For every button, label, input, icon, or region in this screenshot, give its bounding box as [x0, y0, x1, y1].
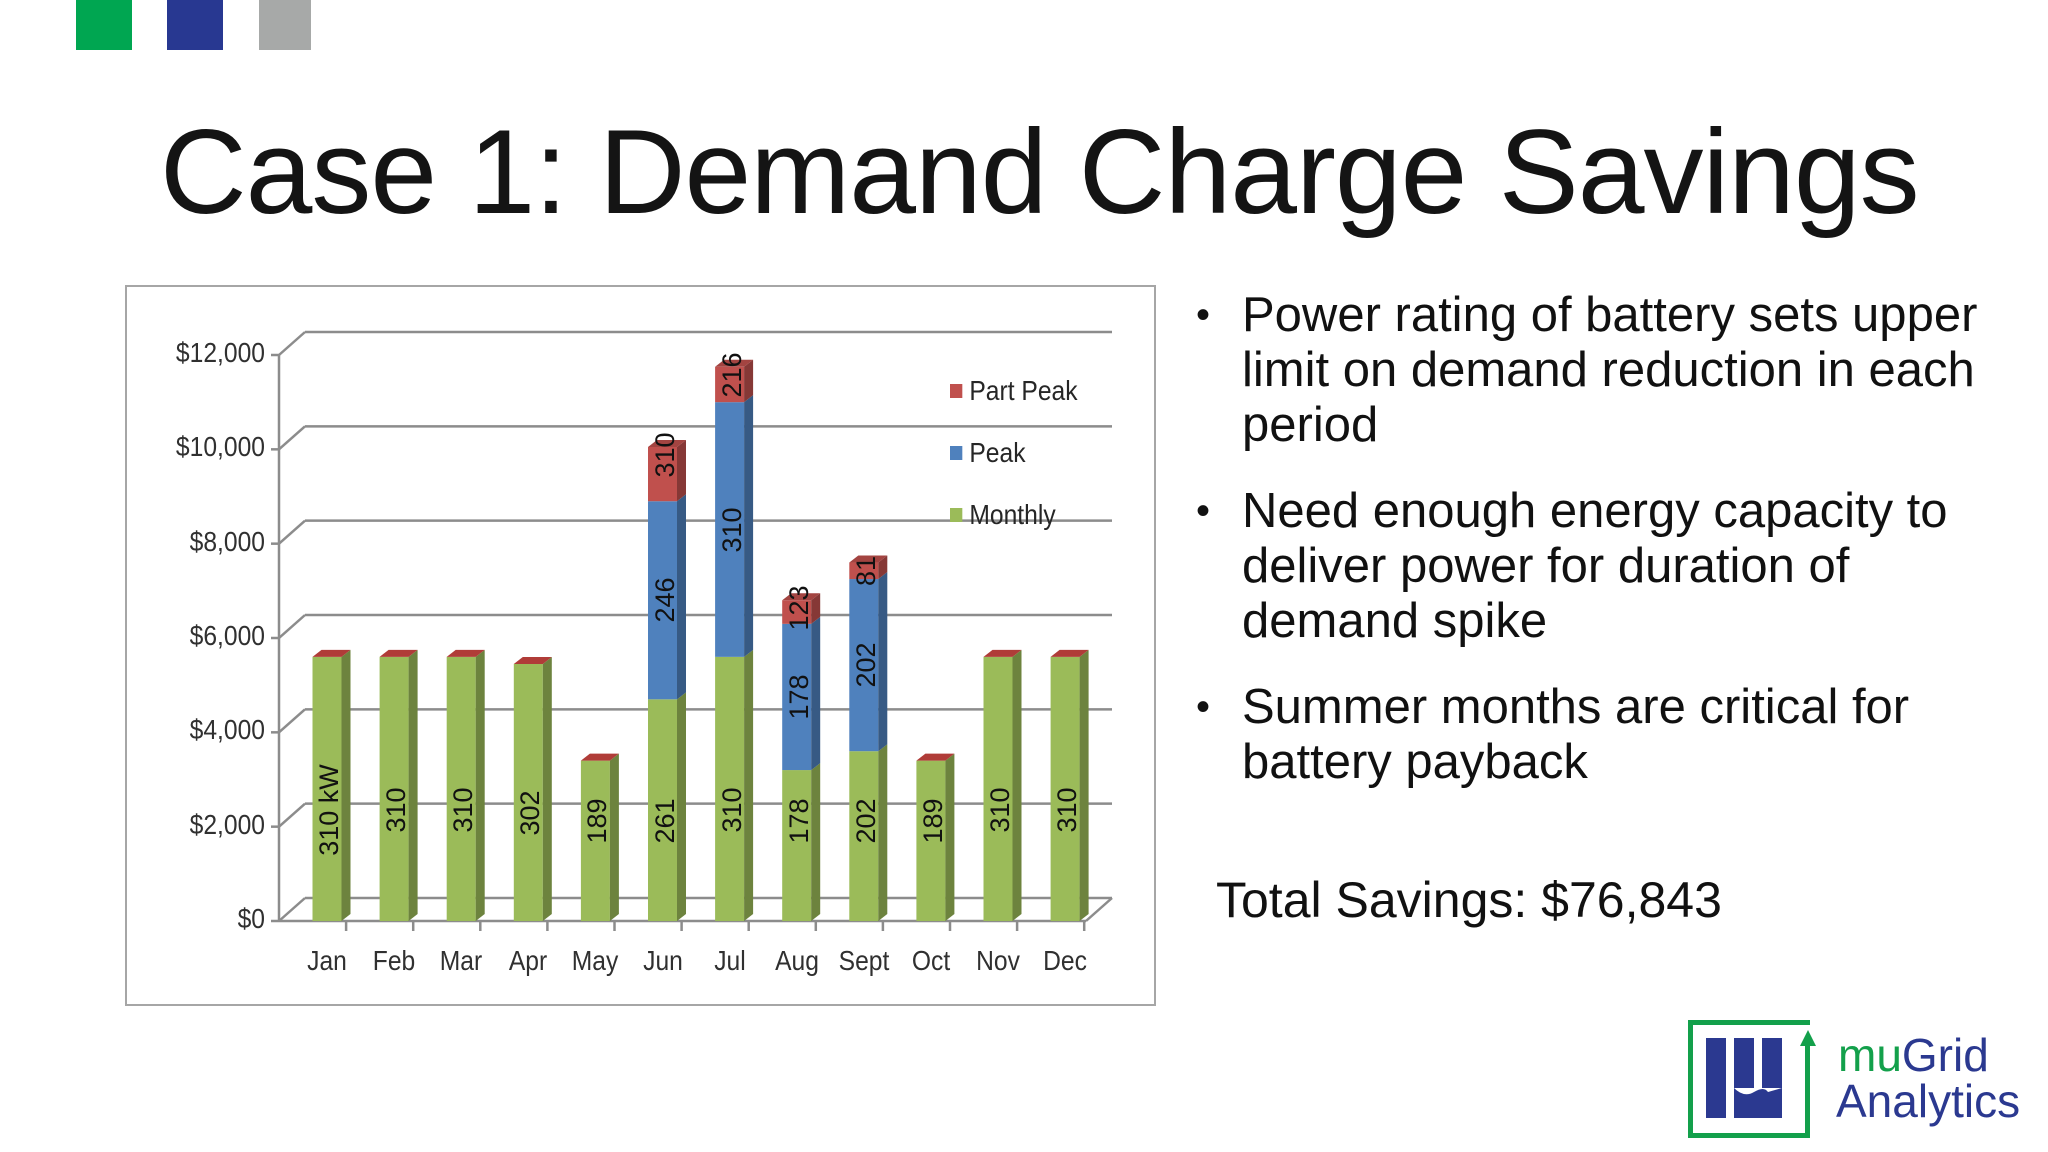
bar-value-label: 261: [649, 798, 680, 844]
legend-swatch: [950, 446, 963, 460]
x-tick-label: Oct: [911, 945, 951, 976]
mugrid-logo: muGrid Analytics: [1688, 1020, 2048, 1144]
logo-mu-icon: [1706, 1038, 1782, 1118]
bullet-dot-icon: •: [1196, 293, 1211, 337]
x-tick-label: Feb: [372, 945, 416, 976]
decor-square-gray: [259, 0, 311, 50]
bar-value-label: 216: [716, 352, 747, 398]
legend-item: Peak: [950, 437, 1026, 469]
legend-item: Part Peak: [950, 375, 1078, 407]
legend-swatch: [950, 384, 963, 398]
bullet-dot-icon: •: [1196, 685, 1211, 729]
logo-text-mugrid: muGrid: [1838, 1030, 1989, 1080]
chart-frame: $0 $2,000 $4,000 $6,000 $8,000 $10,000 $12,000…: [125, 285, 1156, 1006]
legend-label: Peak: [969, 437, 1026, 468]
bar-value-label: 310: [716, 787, 747, 833]
bar-value-label: 81: [850, 555, 881, 586]
bar-value-label: 123: [783, 585, 814, 631]
y-tick-label: $2,000: [189, 808, 265, 840]
bar-value-label: 178: [783, 798, 814, 844]
bar-value-label: 310: [649, 432, 680, 478]
x-tick-label: Jul: [713, 945, 746, 976]
bullet-dot-icon: •: [1196, 489, 1211, 533]
logo-text-mu: mu: [1838, 1029, 1902, 1081]
bullet-item: • Summer months are critical for battery …: [1196, 680, 2016, 790]
logo-frame: [1688, 1020, 1810, 1138]
decor-square-blue: [167, 0, 223, 50]
y-tick-label: $10,000: [175, 431, 265, 463]
logo-text-grid: Grid: [1901, 1029, 1989, 1081]
x-tick-label: Mar: [439, 945, 483, 976]
decor-square-green: [76, 0, 132, 50]
bullet-list: • Power rating of battery sets upper limi…: [1196, 288, 2016, 821]
logo-frame-right: [1805, 1046, 1810, 1138]
bar-value-label: 310: [716, 506, 747, 553]
logo-text-analytics: Analytics: [1836, 1075, 2021, 1127]
legend-item: Monthly: [950, 499, 1056, 531]
y-tick-label: $8,000: [189, 525, 265, 557]
x-tick-label: Dec: [1043, 945, 1087, 976]
bar-value-label: 310 kW: [314, 764, 344, 856]
x-tick-label: May: [572, 945, 619, 976]
y-tick-label: $4,000: [189, 714, 265, 746]
bar-value-label: 310: [448, 787, 479, 833]
legend-label: Monthly: [969, 499, 1056, 530]
legend-swatch: [950, 508, 963, 522]
bullet-item: • Need enough energy capacity to deliver …: [1196, 484, 2016, 649]
total-savings: Total Savings: $76,843: [1216, 872, 1722, 928]
y-tick-label: $12,000: [175, 337, 265, 368]
bar-value-label: 189: [582, 798, 613, 844]
bar-value-label: 246: [649, 577, 680, 623]
logo-arrow-icon: [1800, 1030, 1816, 1046]
x-tick-label: Jan: [307, 945, 347, 976]
y-tick-label: $6,000: [189, 620, 265, 651]
y-tick-label: $0: [237, 903, 265, 934]
bar-value-label: 310: [381, 787, 412, 833]
stacked-bar-chart: [271, 330, 1113, 931]
legend-label: Part Peak: [969, 375, 1078, 406]
bullet-text: Summer months are critical for battery p…: [1242, 680, 1910, 789]
x-tick-label: Jun: [642, 945, 683, 976]
bullet-text: Need enough energy capacity to deliver p…: [1242, 484, 1948, 648]
bar-value-label: 310: [1052, 787, 1083, 833]
x-tick-label: Aug: [774, 945, 819, 976]
slide-title: Case 1: Demand Charge Savings: [160, 105, 1920, 239]
bullet-item: • Power rating of battery sets upper limi…: [1196, 288, 2016, 453]
x-tick-label: Sept: [838, 945, 890, 976]
bar-value-label: 302: [515, 790, 546, 836]
x-tick-label: Apr: [509, 945, 548, 976]
bullet-text: Power rating of battery sets upper limit…: [1242, 288, 1978, 452]
bar-value-label: 189: [917, 798, 948, 844]
x-tick-label: Nov: [976, 945, 1020, 976]
bar-value-label: 202: [850, 798, 881, 844]
bar-value-label: 310: [985, 787, 1015, 833]
